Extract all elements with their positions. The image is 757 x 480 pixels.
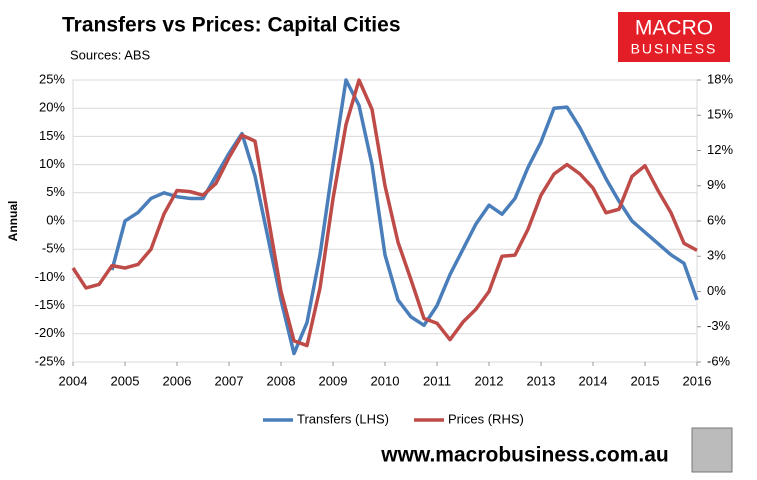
x-tick-label: 2010 <box>371 373 400 388</box>
x-tick-label: 2006 <box>163 373 192 388</box>
brand-text: MACRO <box>635 17 713 40</box>
brand-text: BUSINESS <box>631 41 718 57</box>
y2-tick-label: 6% <box>707 212 726 227</box>
y2-tick-label: 3% <box>707 248 726 263</box>
x-tick-label: 2008 <box>267 373 296 388</box>
y-tick-label: 0% <box>46 212 65 227</box>
x-tick-label: 2009 <box>319 373 348 388</box>
y2-tick-label: -6% <box>707 353 731 368</box>
y-tick-label: -10% <box>35 269 66 284</box>
y-tick-label: 20% <box>39 100 65 115</box>
x-tick-label: 2014 <box>579 373 608 388</box>
x-tick-label: 2011 <box>423 373 451 388</box>
x-tick-label: 2004 <box>59 373 88 388</box>
x-tick-label: 2013 <box>527 373 556 388</box>
x-tick-label: 2007 <box>215 373 244 388</box>
y-tick-label: -15% <box>35 297 66 312</box>
y2-tick-label: 9% <box>707 177 726 192</box>
series-line <box>110 78 699 356</box>
footer-url: www.macrobusiness.com.au <box>380 444 668 467</box>
chart-subtitle: Sources: ABS <box>70 47 151 62</box>
series-line <box>71 78 698 348</box>
x-tick-label: 2015 <box>631 373 660 388</box>
y-tick-label: -5% <box>42 241 66 256</box>
brand-logo <box>618 12 730 62</box>
y2-tick-label: 18% <box>707 71 733 86</box>
legend-label: Prices (RHS) <box>448 411 524 426</box>
x-tick-label: 2012 <box>475 373 504 388</box>
legend-label: Transfers (LHS) <box>297 411 389 426</box>
y-tick-label: -25% <box>35 353 66 368</box>
y-tick-label: 15% <box>39 128 65 143</box>
chart-title: Transfers vs Prices: Capital Cities <box>62 14 401 37</box>
y-axis-label: Annual <box>6 201 20 242</box>
x-tick-label: 2016 <box>683 373 712 388</box>
y-tick-label: 5% <box>46 184 65 199</box>
y2-tick-label: 0% <box>707 283 726 298</box>
y-tick-label: -20% <box>35 325 66 340</box>
y2-tick-label: 12% <box>707 142 733 157</box>
y-tick-label: 10% <box>39 156 65 171</box>
y2-tick-label: -3% <box>707 318 731 333</box>
y-tick-label: 25% <box>39 71 65 86</box>
y2-tick-label: 15% <box>707 107 733 122</box>
wolf-icon <box>691 427 733 473</box>
x-tick-label: 2005 <box>111 373 140 388</box>
